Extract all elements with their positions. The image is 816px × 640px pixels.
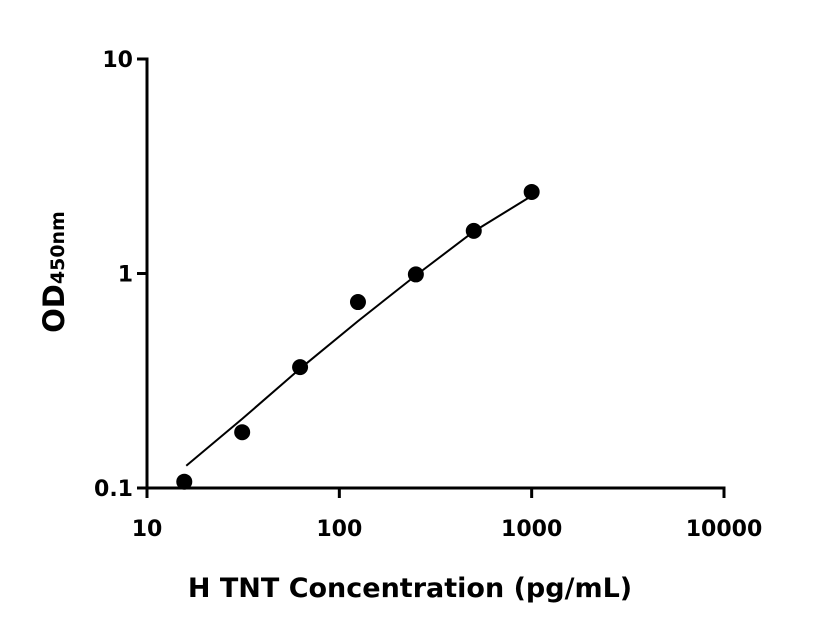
y-label-subscript: 450nm bbox=[47, 211, 69, 284]
y-label-main: OD bbox=[37, 284, 71, 333]
data-point bbox=[523, 183, 540, 200]
x-tick-label: 10000 bbox=[686, 517, 763, 542]
data-point bbox=[176, 473, 193, 490]
x-tick-label: 10 bbox=[132, 517, 163, 542]
data-point bbox=[407, 266, 424, 283]
y-tick-label: 10 bbox=[102, 48, 133, 73]
x-tick-label: 1000 bbox=[501, 517, 562, 542]
y-tick-label: 0.1 bbox=[94, 477, 133, 502]
data-point bbox=[465, 222, 482, 239]
data-point bbox=[349, 294, 366, 311]
data-point bbox=[234, 424, 251, 441]
data-point bbox=[292, 359, 309, 376]
x-tick-label: 100 bbox=[316, 517, 362, 542]
y-axis-label: OD450nm bbox=[37, 211, 71, 333]
y-tick-label: 1 bbox=[118, 263, 133, 288]
x-axis-label: H TNT Concentration (pg/mL) bbox=[188, 573, 632, 604]
fit-curve bbox=[185, 195, 533, 467]
